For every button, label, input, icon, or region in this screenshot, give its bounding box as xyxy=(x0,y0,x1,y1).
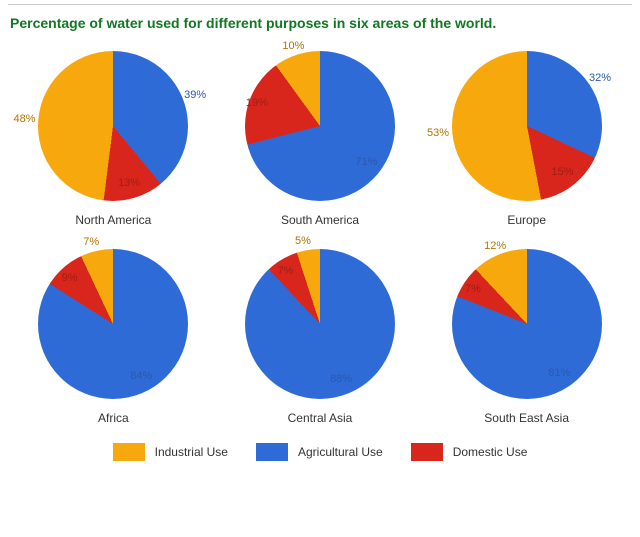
pie-chart: 81% 7% 12% xyxy=(442,239,612,409)
pie xyxy=(452,249,602,399)
chart-cell: 39%13%48%North America xyxy=(10,41,217,235)
slice-label-agricultural: 81% xyxy=(548,367,570,379)
legend-swatch-domestic xyxy=(411,443,443,461)
page-title: Percentage of water used for different p… xyxy=(0,5,640,37)
slice-label-domestic: 9% xyxy=(62,272,78,284)
slice-label-industrial: 5% xyxy=(295,235,311,247)
slice-label-domestic: 19% xyxy=(246,97,268,109)
legend-label: Domestic Use xyxy=(453,445,528,459)
slice-label-agricultural: 88% xyxy=(330,373,352,385)
chart-grid: 39%13%48%North America71%19%10%South Ame… xyxy=(0,37,640,433)
slice-label-agricultural: 84% xyxy=(130,370,152,382)
pie-chart: 88%7%5% xyxy=(235,239,405,409)
slice-label-industrial: 10% xyxy=(282,40,304,52)
pie-chart: 32%15%53% xyxy=(442,41,612,211)
slice-label-industrial: 48% xyxy=(14,113,36,125)
legend-label: Agricultural Use xyxy=(298,445,383,459)
pie xyxy=(38,51,188,201)
pie xyxy=(452,51,602,201)
legend-item-domestic: Domestic Use xyxy=(411,443,528,461)
slice-label-industrial: 7% xyxy=(83,236,99,248)
slice-label-agricultural: 39% xyxy=(184,89,206,101)
chart-cell: 88%7%5%Central Asia xyxy=(217,239,424,433)
pie-chart: 71% 19% 10% xyxy=(235,41,405,211)
legend-item-agricultural: Agricultural Use xyxy=(256,443,383,461)
region-label: Europe xyxy=(507,213,546,227)
chart-cell: 81% 7% 12% South East Asia xyxy=(423,239,630,433)
region-label: South America xyxy=(281,213,359,227)
slice-label-domestic: 15% xyxy=(551,166,573,178)
chart-cell: 84% 9% 7% Africa xyxy=(10,239,217,433)
chart-cell: 32% 15% 53% Europe xyxy=(423,41,630,235)
pie xyxy=(245,249,395,399)
slice-label-agricultural: 32% xyxy=(589,72,611,84)
pie xyxy=(245,51,395,201)
slice-label-industrial: 53% xyxy=(427,127,449,139)
region-label: Central Asia xyxy=(288,411,353,425)
slice-label-domestic: 7% xyxy=(465,283,481,295)
legend-item-industrial: Industrial Use xyxy=(113,443,228,461)
region-label: Africa xyxy=(98,411,129,425)
legend-swatch-industrial xyxy=(113,443,145,461)
pie-chart: 39%13%48% xyxy=(28,41,198,211)
slice-label-domestic: 7% xyxy=(277,265,293,277)
region-label: South East Asia xyxy=(484,411,569,425)
legend-label: Industrial Use xyxy=(155,445,228,459)
slice-label-industrial: 12% xyxy=(484,240,506,252)
pie-chart: 84% 9% 7% xyxy=(28,239,198,409)
chart-cell: 71% 19% 10% South America xyxy=(217,41,424,235)
slice-label-domestic: 13% xyxy=(118,177,140,189)
slice-label-agricultural: 71% xyxy=(355,156,377,168)
legend: Industrial Use Agricultural Use Domestic U… xyxy=(0,433,640,481)
legend-swatch-agricultural xyxy=(256,443,288,461)
region-label: North America xyxy=(75,213,151,227)
